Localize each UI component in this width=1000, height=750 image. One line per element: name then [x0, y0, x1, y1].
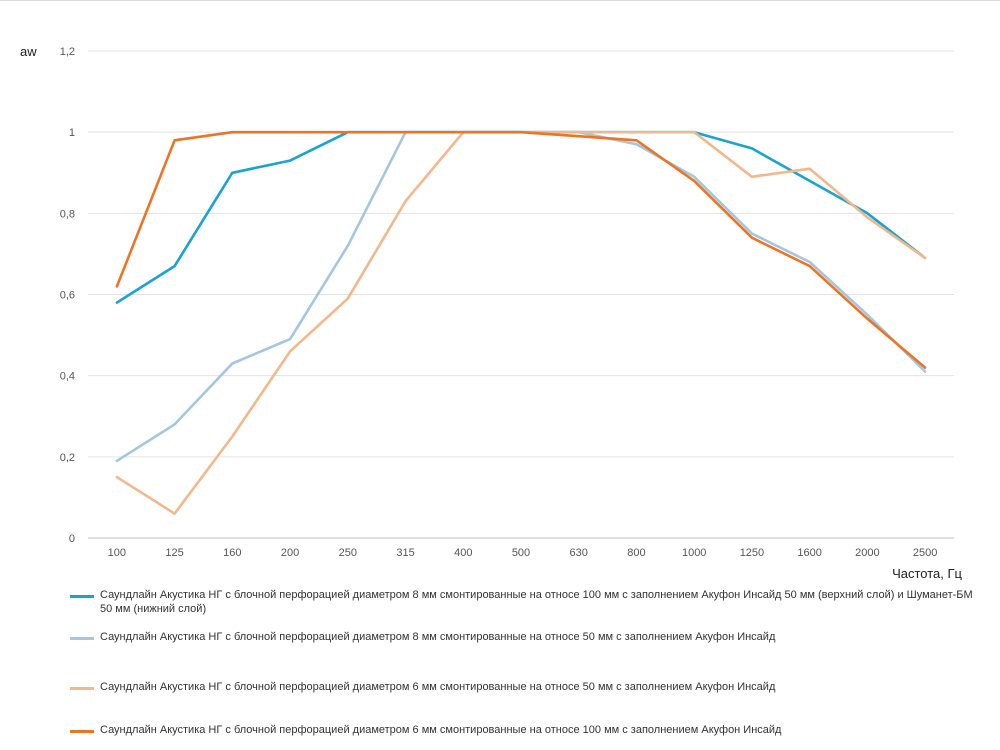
x-tick-label: 2000: [855, 547, 879, 559]
legend-label-4: Саундлайн Акустика НГ с блочной перфорац…: [100, 724, 782, 736]
legend-item-3: Саундлайн Акустика НГ с блочной перфорац…: [70, 680, 775, 694]
x-tick-label: 1600: [797, 547, 821, 559]
series-line-2: [115, 130, 927, 463]
line-chart: 0 0,2 0,4 0,6 0,8 1 1,2 100 125 160 200 250 315 400 5…: [20, 44, 963, 580]
x-tick-label: 160: [223, 547, 241, 559]
grid-lines: [88, 50, 954, 539]
legend-label-2: Саундлайн Акустика НГ с блочной перфорац…: [100, 631, 776, 643]
x-tick-label: 500: [512, 547, 530, 559]
top-divider: [0, 0, 1000, 1]
x-tick-label: 1000: [682, 547, 706, 559]
legend-swatch-3: [70, 687, 94, 690]
x-axis-ticks: 100 125 160 200 250 315 400 500 630 800 1000 1250 16…: [108, 547, 938, 559]
legend-label-1: Саундлайн Акустика НГ с блочной перфорац…: [100, 589, 973, 615]
y-axis-title: aw: [20, 44, 37, 59]
x-tick-label: 2500: [913, 547, 937, 559]
legend-swatch-1: [70, 595, 94, 598]
y-tick-label: 0,4: [60, 371, 75, 383]
legend-item-2: Саундлайн Акустика НГ с блочной перфорац…: [70, 630, 775, 644]
y-tick-label: 0,8: [60, 208, 75, 220]
legend-swatch-2: [70, 637, 94, 640]
x-tick-label: 200: [281, 547, 299, 559]
y-tick-label: 1: [69, 127, 75, 139]
series-line-1: [115, 130, 927, 304]
x-tick-label: 250: [339, 547, 357, 559]
y-axis-ticks: 0 0,2 0,4 0,6 0,8 1 1,2: [60, 46, 75, 545]
x-tick-label: 100: [108, 547, 126, 559]
x-tick-label: 630: [570, 547, 588, 559]
x-axis-title: Частота, Гц: [892, 566, 962, 580]
y-tick-label: 1,2: [60, 46, 75, 58]
legend-label-3: Саундлайн Акустика НГ с блочной перфорац…: [100, 681, 776, 693]
legend-swatch-4: [70, 730, 94, 733]
x-tick-label: 400: [454, 547, 472, 559]
y-tick-label: 0,2: [60, 452, 75, 464]
legend-item-4: Саундлайн Акустика НГ с блочной перфорац…: [70, 723, 781, 737]
y-tick-label: 0: [69, 533, 75, 545]
x-tick-label: 315: [396, 547, 414, 559]
series-lines: [115, 130, 927, 515]
x-tick-label: 125: [165, 547, 183, 559]
series-line-4: [115, 130, 927, 369]
legend-item-1: Саундлайн Акустика НГ с блочной перфорац…: [70, 588, 975, 616]
y-tick-label: 0,6: [60, 290, 75, 302]
x-tick-label: 800: [627, 547, 645, 559]
x-tick-label: 1250: [740, 547, 764, 559]
